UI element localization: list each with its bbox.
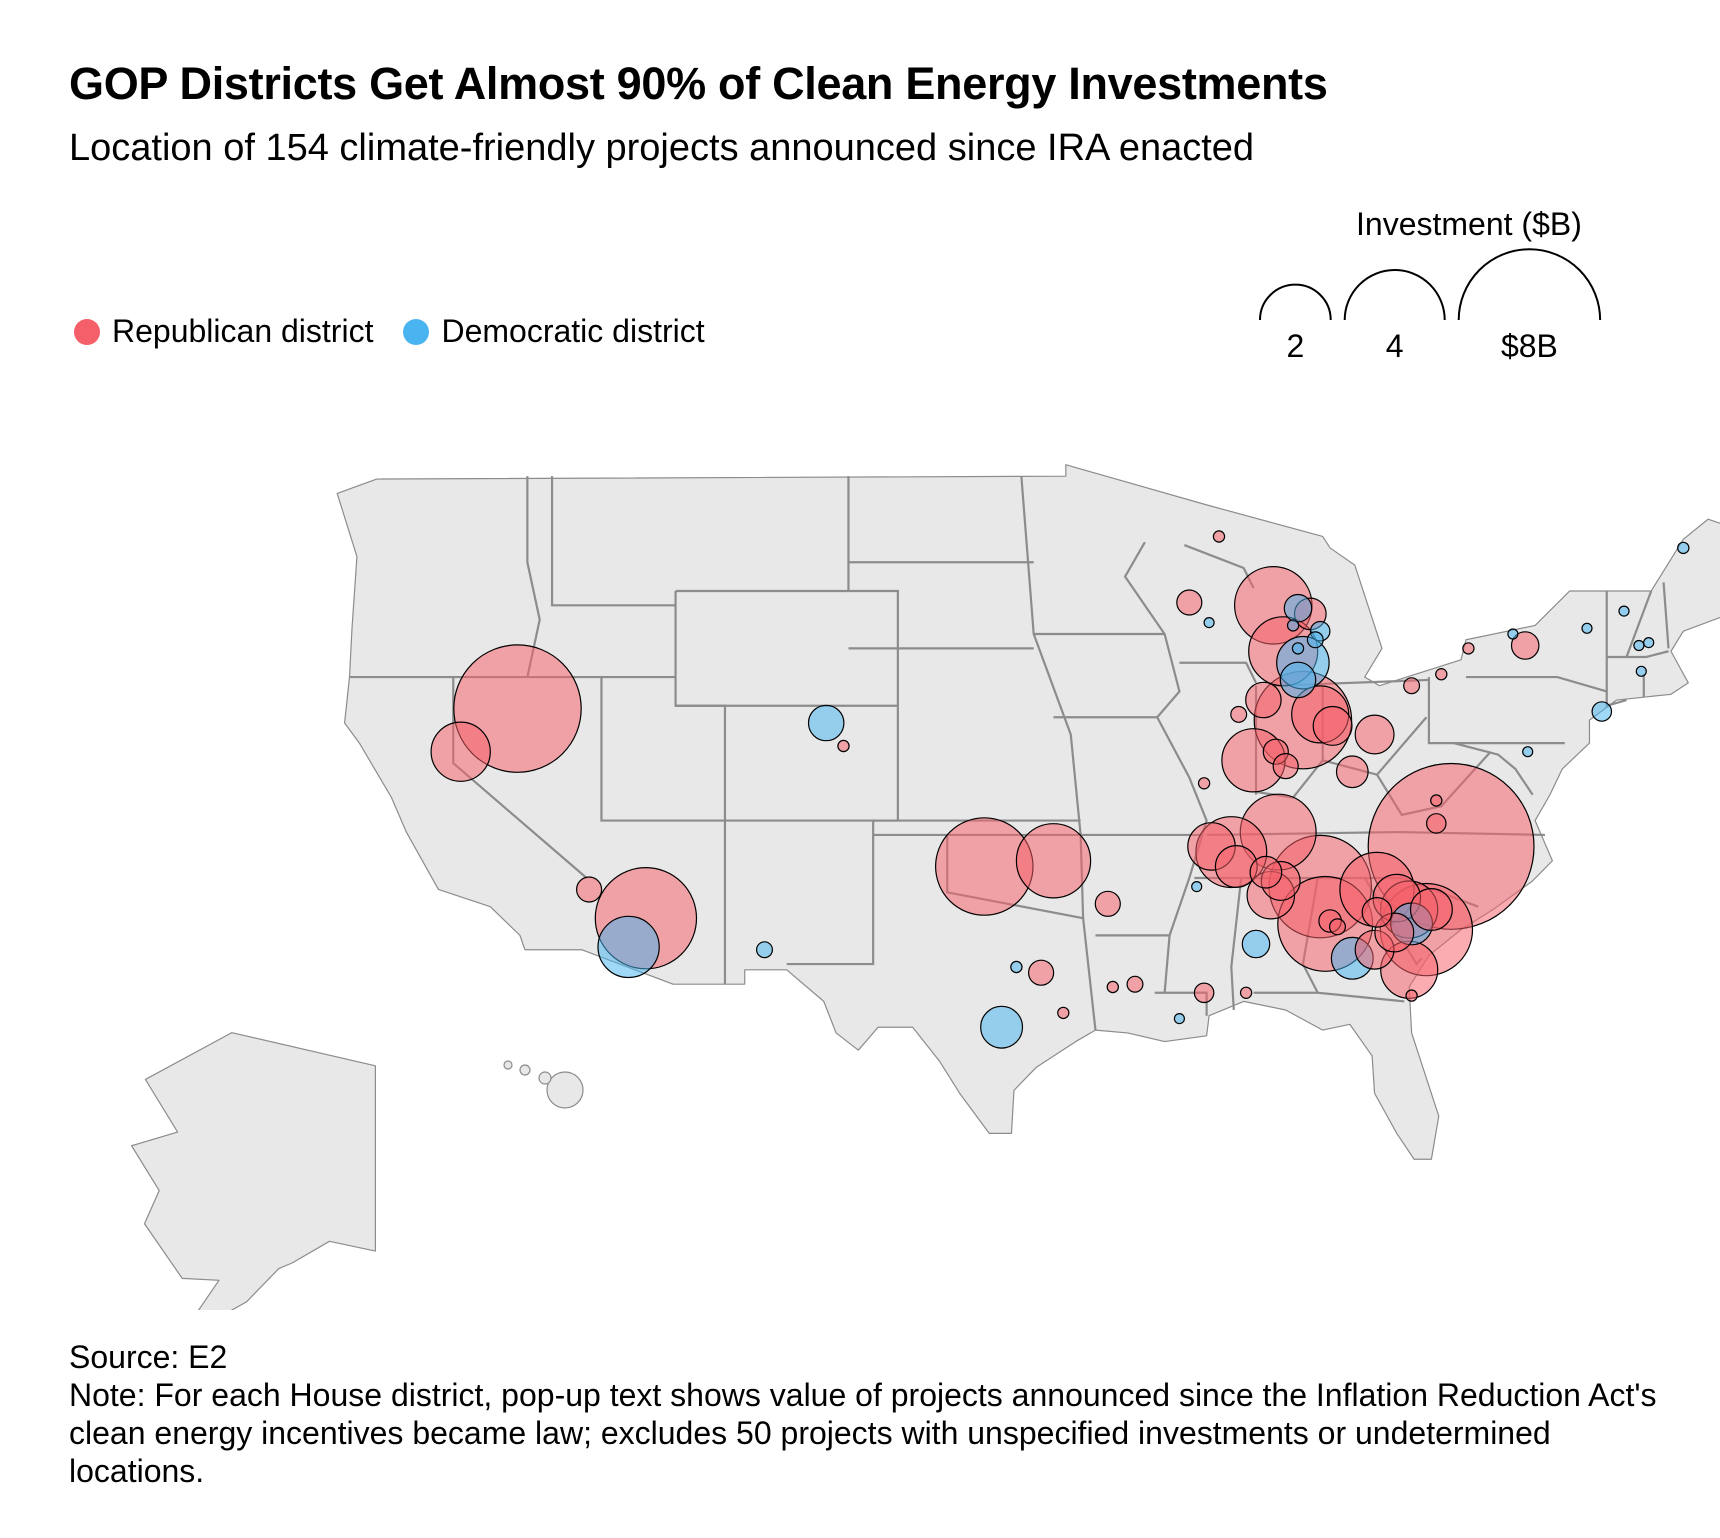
hawaii-island-1 [538,1071,552,1085]
hawaii-island-3 [503,1060,513,1070]
democratic-project-bubble[interactable] [807,704,845,742]
republican-project-bubble[interactable] [1510,631,1540,660]
democratic-project-bubble[interactable] [1581,622,1593,634]
republican-project-bubble[interactable] [1435,668,1448,681]
footer: Source: E2 Note: For each House district… [69,1338,1669,1490]
republican-project-bubble[interactable] [1230,705,1248,723]
republican-project-bubble[interactable] [1193,982,1215,1004]
state-border-38 [1662,582,1670,649]
republican-project-bubble[interactable] [1272,753,1299,780]
legend-republican-label: Republican district [112,313,374,349]
democratic-project-bubble[interactable] [1286,619,1300,632]
chart-subtitle: Location of 154 climate-friendly project… [69,127,1255,169]
republican-project-bubble[interactable] [1426,813,1447,834]
democratic-project-bubble[interactable] [1522,746,1534,758]
republican-dot-icon [74,318,100,345]
democratic-project-bubble[interactable] [1203,617,1215,629]
republican-project-bubble[interactable] [430,721,491,782]
state-border-23 [1317,991,1405,1003]
state-border-21 [1230,877,1243,1011]
republican-project-bubble[interactable] [1094,890,1121,917]
democratic-project-bubble[interactable] [1507,628,1519,640]
democratic-project-bubble[interactable] [1677,541,1690,555]
project-bubbles [430,530,1690,1049]
republican-project-bubble[interactable] [1027,959,1055,986]
hawaii-island-0 [546,1071,584,1109]
republican-project-bubble[interactable] [1328,918,1346,936]
republican-project-bubble[interactable] [1249,855,1283,889]
republican-project-bubble[interactable] [837,739,850,753]
democratic-project-bubble[interactable] [1618,605,1630,617]
state-border-37 [1625,590,1653,658]
state-border-32 [1465,675,1608,693]
district-boundaries [131,464,1720,1310]
size-legend-title: Investment ($B) [1356,206,1582,242]
chart-title: GOP Districts Get Almost 90% of Clean En… [69,58,1328,109]
state-border-12 [1020,476,1097,1031]
republican-project-bubble[interactable] [1106,980,1120,994]
legend-republican: Republican district [74,313,373,350]
republican-project-bubble[interactable] [1057,1006,1070,1020]
republican-project-bubble[interactable] [1197,777,1211,790]
republican-project-bubble[interactable] [1462,642,1475,655]
democratic-project-bubble[interactable] [1633,639,1645,652]
size-legend-label-0: 2 [1286,328,1304,364]
republican-project-bubble[interactable] [1361,897,1393,928]
republican-project-bubble[interactable] [1126,975,1144,993]
size-legend-label-2: $8B [1501,328,1558,364]
state-border-33 [1453,742,1534,796]
democratic-project-bubble[interactable] [755,941,773,959]
state-border-5 [550,476,676,607]
republican-project-bubble[interactable] [1409,887,1453,931]
democratic-dot-icon [403,318,430,345]
republican-project-bubble[interactable] [1239,986,1253,1000]
democratic-project-bubble[interactable] [1241,929,1271,959]
republican-project-bubble[interactable] [1354,714,1395,755]
us-map [131,464,1720,1310]
note-text: Note: For each House district, pop-up te… [69,1377,1657,1489]
democratic-project-bubble[interactable] [1010,960,1023,974]
size-legend-label-1: 4 [1386,328,1404,364]
democratic-project-bubble[interactable] [1283,593,1313,623]
republican-project-bubble[interactable] [1430,794,1443,807]
republican-project-bubble[interactable] [1176,589,1203,616]
hawaii-island-2 [519,1064,531,1076]
democratic-project-bubble[interactable] [1279,661,1317,699]
democratic-project-bubble[interactable] [1306,631,1324,649]
republican-project-bubble[interactable] [1212,530,1226,543]
democratic-project-bubble[interactable] [597,915,660,979]
republican-project-bubble[interactable] [575,876,603,903]
state-border-40 [1179,661,1257,684]
state-border-35 [1606,650,1669,659]
alaska-outline [131,1032,376,1310]
size-legend: 2 4 $8B [1259,248,1602,364]
source-text: Source: E2 [69,1339,228,1375]
legend-democratic-label: Democratic district [441,313,705,349]
republican-project-bubble[interactable] [1245,681,1282,719]
state-border-17 [1123,541,1181,718]
democratic-project-bubble[interactable] [1291,642,1305,655]
state-border-3 [600,677,725,822]
state-border-31 [1427,677,1565,745]
republican-project-bubble[interactable] [1335,755,1369,789]
republican-project-bubble[interactable] [1015,823,1092,899]
democratic-project-bubble[interactable] [1591,701,1613,722]
legend-democratic: Democratic district [403,313,705,350]
republican-project-bubble[interactable] [1405,989,1418,1002]
size-legend-arc-2 [1457,248,1602,321]
democratic-project-bubble[interactable] [1643,637,1655,649]
democratic-project-bubble[interactable] [1173,1012,1186,1025]
size-legend-arc-1 [1343,269,1446,321]
democratic-project-bubble[interactable] [1635,665,1647,677]
democratic-project-bubble[interactable] [1191,880,1203,893]
democratic-project-bubble[interactable] [980,1005,1024,1049]
republican-project-bubble[interactable] [1312,705,1353,746]
republican-project-bubble[interactable] [1403,677,1421,695]
size-legend-arc-0 [1259,283,1332,321]
party-legend: Republican district Democratic district [74,313,735,350]
